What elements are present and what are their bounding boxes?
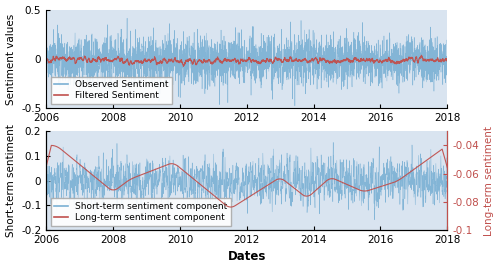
Y-axis label: Short-term sentiment: Short-term sentiment (6, 124, 16, 237)
Legend: Short-term sentiment component, Long-term sentiment component: Short-term sentiment component, Long-ter… (50, 199, 231, 225)
Y-axis label: Sentiment values: Sentiment values (6, 13, 16, 105)
X-axis label: Dates: Dates (228, 250, 266, 263)
Legend: Observed Sentiment, Filtered Sentiment: Observed Sentiment, Filtered Sentiment (50, 77, 172, 104)
Y-axis label: Long-term sentiment: Long-term sentiment (484, 126, 494, 236)
